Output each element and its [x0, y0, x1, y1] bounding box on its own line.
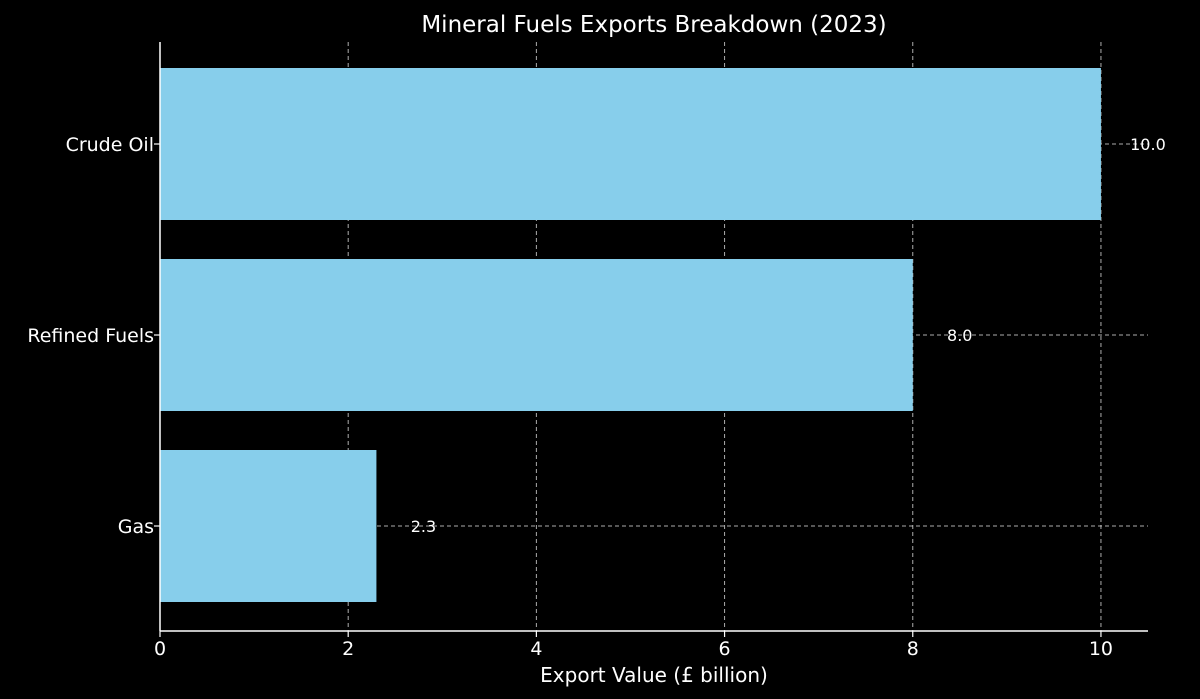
x-tick-label: 2	[342, 638, 354, 660]
axes	[159, 42, 1148, 632]
data-labels: 10.0 8.0 2.3	[411, 135, 1166, 536]
chart-title: Mineral Fuels Exports Breakdown (2023)	[421, 12, 886, 38]
data-label: 10.0	[1130, 135, 1166, 154]
bars	[160, 68, 1101, 602]
ticks: 0 2 4 6 8 10 Crude Oil Refined Fuels Gas	[27, 134, 1113, 660]
data-label: 2.3	[411, 517, 436, 536]
x-axis-title: Export Value (£ billion)	[540, 663, 768, 687]
bar-refined-fuels	[160, 259, 913, 411]
x-tick-label: 6	[719, 638, 731, 660]
x-tick-label: 4	[530, 638, 542, 660]
x-tick-label: 0	[154, 638, 166, 660]
bar-crude-oil	[160, 68, 1101, 220]
y-tick-label: Crude Oil	[66, 134, 154, 156]
bar-gas	[160, 450, 377, 602]
x-tick-label: 10	[1089, 638, 1113, 660]
x-tick-label: 8	[907, 638, 919, 660]
y-tick-label: Gas	[118, 516, 154, 538]
y-tick-label: Refined Fuels	[27, 325, 154, 347]
data-label: 8.0	[947, 326, 972, 345]
